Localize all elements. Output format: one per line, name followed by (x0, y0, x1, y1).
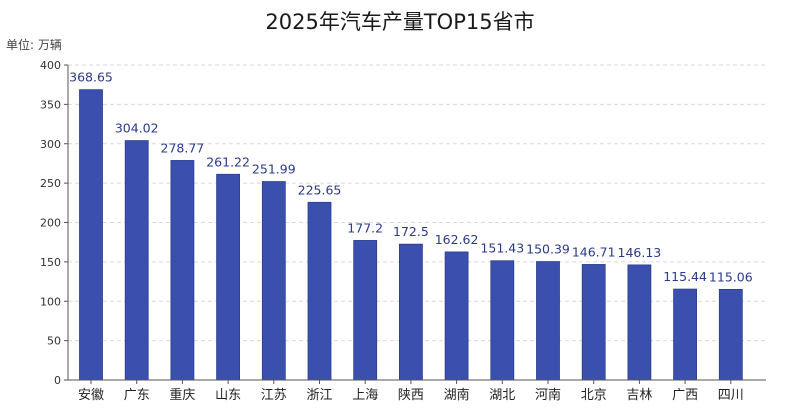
bar-1[interactable] (124, 140, 149, 381)
data-label: 225.65 (298, 182, 342, 197)
y-tick-label: 200 (40, 217, 61, 230)
bar-0[interactable] (79, 89, 103, 381)
y-tick-label: 100 (40, 295, 61, 308)
data-label: 172.5 (393, 224, 429, 239)
category-label: 湖南 (444, 387, 470, 403)
category-label: 陕西 (398, 388, 424, 403)
bars (79, 89, 743, 381)
bar-7[interactable] (398, 243, 423, 381)
bar-3[interactable] (216, 173, 241, 381)
data-label: 146.71 (572, 244, 616, 259)
data-label: 150.39 (526, 242, 570, 257)
unit-label: 单位: 万辆 (6, 38, 62, 52)
category-label: 浙江 (306, 388, 332, 403)
bar-8[interactable] (444, 251, 469, 381)
data-label: 177.2 (347, 220, 383, 235)
bar-5[interactable] (307, 201, 332, 381)
category-label: 北京 (581, 388, 607, 403)
category-label: 江苏 (261, 387, 287, 403)
bar-11[interactable] (581, 264, 606, 381)
category-label: 安徽 (78, 388, 104, 403)
category-label: 四川 (718, 388, 744, 403)
chart-title: 2025年汽车产量TOP15省市 (265, 10, 535, 34)
data-label: 278.77 (161, 140, 205, 155)
bar-14[interactable] (718, 288, 743, 381)
bar-10[interactable] (536, 261, 560, 381)
bar-6[interactable] (353, 240, 378, 381)
category-label: 吉林 (626, 388, 652, 403)
y-tick-label: 300 (40, 138, 61, 151)
y-tick-label: 0 (54, 374, 61, 387)
bar-13[interactable] (673, 288, 697, 381)
bar-9[interactable] (490, 260, 515, 381)
labels: 0 50 100 150 200 250 300 350 400 安徽 368.65 广东 304.02… (40, 59, 753, 403)
data-label: 304.02 (115, 121, 159, 136)
category-label: 山东 (215, 388, 241, 403)
data-label: 251.99 (252, 162, 296, 177)
category-label: 广西 (672, 388, 698, 403)
y-tick-label: 250 (40, 177, 61, 190)
category-label: 广东 (124, 388, 150, 403)
category-label: 重庆 (169, 387, 195, 403)
data-label: 151.43 (480, 241, 524, 256)
bar-4[interactable] (261, 181, 286, 381)
category-label: 上海 (352, 388, 378, 403)
category-label: 河南 (535, 387, 561, 403)
bar-12[interactable] (627, 264, 652, 381)
data-label: 261.22 (206, 154, 250, 169)
bar-2[interactable] (170, 160, 195, 381)
y-tick-label: 350 (40, 98, 61, 111)
y-tick-label: 400 (40, 59, 61, 72)
data-label: 115.06 (709, 269, 753, 284)
data-label: 115.44 (663, 269, 707, 284)
data-label: 368.65 (69, 70, 113, 85)
axes (64, 64, 766, 384)
data-label: 146.13 (618, 245, 662, 260)
y-tick-label: 50 (47, 335, 61, 348)
category-label: 湖北 (489, 388, 515, 403)
data-label: 162.62 (435, 232, 479, 247)
y-tick-label: 150 (40, 256, 61, 269)
